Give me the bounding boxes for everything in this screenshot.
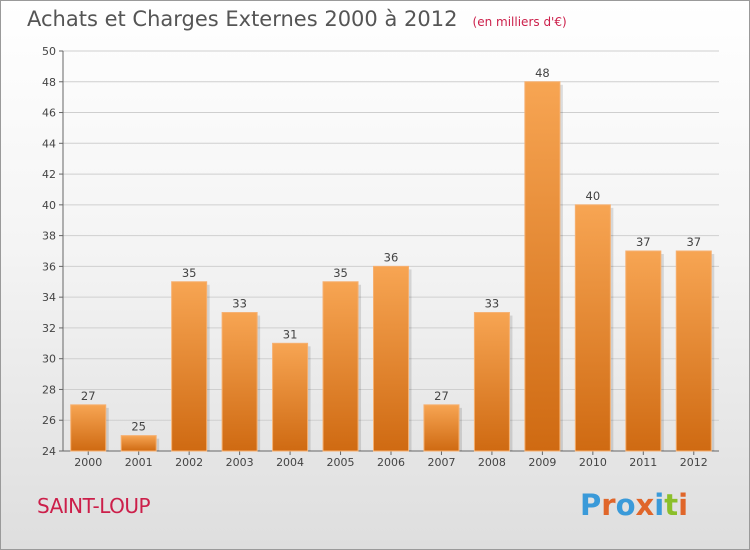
x-tick-label: 2001 — [125, 456, 153, 469]
logo-letter: t — [664, 488, 679, 522]
x-tick-label: 2007 — [427, 456, 455, 469]
logo-letter: i — [678, 488, 689, 522]
bar-value-label: 35 — [182, 266, 197, 280]
y-tick-label: 26 — [42, 414, 56, 427]
chart-header: Achats et Charges Externes 2000 à 2012 (… — [27, 7, 567, 31]
logo-letter: P — [580, 488, 602, 522]
bar-2011 — [625, 250, 662, 452]
x-tick-label: 2012 — [680, 456, 708, 469]
bar-value-label: 37 — [636, 235, 651, 249]
bar-2008 — [473, 312, 510, 452]
x-tick-label: 2009 — [528, 456, 556, 469]
x-tick-label: 2010 — [579, 456, 607, 469]
y-tick-label: 40 — [42, 199, 56, 212]
bars — [70, 81, 715, 452]
y-tick-label: 46 — [42, 107, 56, 120]
x-tick-label: 2004 — [276, 456, 304, 469]
labels: 24 26 28 30 32 34 36 38 40 42 44 46 48 50 27 2000 25 2001… — [42, 45, 708, 469]
bar-2005 — [322, 281, 359, 452]
chart-title: Achats et Charges Externes 2000 à 2012 — [27, 7, 458, 31]
logo-letter: x — [635, 488, 655, 522]
bar-2004 — [272, 342, 309, 452]
bar-2009 — [524, 81, 561, 452]
y-tick-label: 50 — [42, 45, 56, 58]
bar-value-label: 40 — [586, 189, 601, 203]
bar-2010 — [574, 204, 611, 452]
x-tick-label: 2006 — [377, 456, 405, 469]
bar-value-label: 48 — [535, 66, 550, 80]
bar-2007 — [423, 404, 460, 452]
y-tick-label: 30 — [42, 353, 56, 366]
bar-value-label: 36 — [384, 250, 399, 264]
bar-value-label: 33 — [485, 297, 500, 311]
y-tick-label: 44 — [42, 137, 56, 150]
bar-value-label: 35 — [333, 266, 348, 280]
logo-letter: i — [654, 488, 665, 522]
bar-2001 — [120, 435, 157, 452]
proxiti-logo: Proxiti — [580, 488, 688, 522]
logo-letter: r — [601, 488, 616, 522]
bar-value-label: 27 — [81, 389, 96, 403]
y-tick-label: 42 — [42, 168, 56, 181]
logo-letter: o — [615, 488, 636, 522]
bar-value-label: 31 — [283, 327, 298, 341]
x-tick-label: 2005 — [327, 456, 355, 469]
x-tick-label: 2002 — [175, 456, 203, 469]
bar-2000 — [70, 404, 107, 452]
commune-name: SAINT-LOUP — [37, 494, 151, 518]
x-tick-label: 2011 — [629, 456, 657, 469]
bar-value-label: 33 — [232, 297, 247, 311]
y-tick-label: 24 — [42, 445, 56, 458]
bar-2006 — [373, 265, 409, 452]
bar-value-label: 27 — [434, 389, 449, 403]
bar-2002 — [171, 281, 208, 452]
x-tick-label: 2003 — [226, 456, 254, 469]
chart-unit-label: (en milliers d'€) — [472, 15, 567, 29]
y-tick-label: 34 — [42, 291, 56, 304]
x-tick-label: 2008 — [478, 456, 506, 469]
bar-2012 — [675, 250, 712, 452]
bar-value-label: 37 — [686, 235, 701, 249]
x-tick-label: 2000 — [74, 456, 102, 469]
y-tick-label: 32 — [42, 322, 56, 335]
y-tick-label: 36 — [42, 260, 56, 273]
bar-2003 — [221, 312, 258, 452]
y-tick-label: 38 — [42, 230, 56, 243]
y-tick-label: 48 — [42, 76, 56, 89]
y-tick-label: 28 — [42, 383, 56, 396]
bar-value-label: 25 — [131, 420, 146, 434]
